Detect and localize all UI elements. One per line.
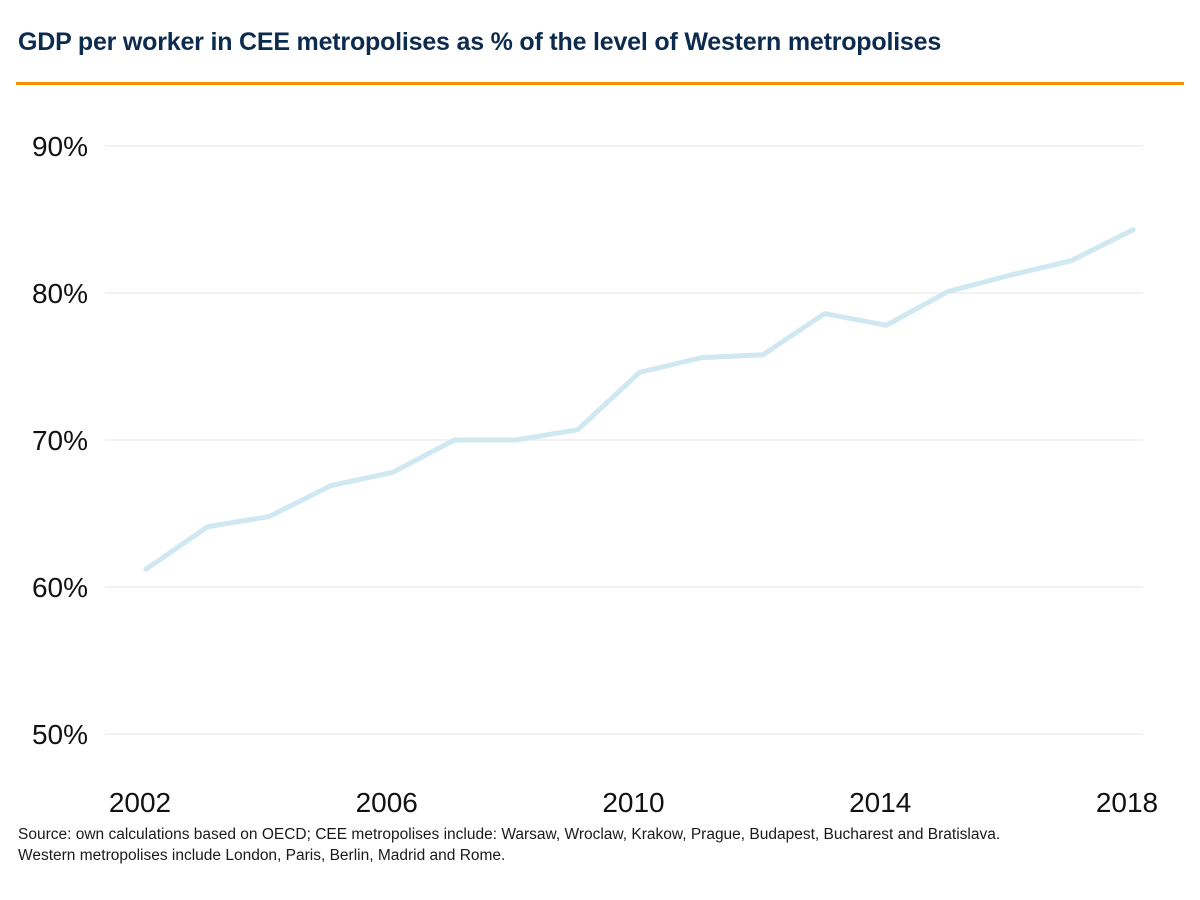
chart-title: GDP per worker in CEE metropolises as % …	[18, 28, 942, 56]
line-chart: 50% 60% 70% 80% 90% 2002 2006 2010 2014 2018	[32, 131, 1158, 818]
x-tick-label: 2006	[356, 787, 418, 818]
y-tick-label: 70%	[32, 425, 88, 456]
source-line-2: Western metropolises include London, Par…	[18, 847, 506, 864]
y-tick-label: 60%	[32, 572, 88, 603]
x-tick-label: 2014	[849, 787, 911, 818]
y-tick-label: 90%	[32, 131, 88, 162]
x-tick-label: 2002	[109, 787, 171, 818]
y-tick-label: 50%	[32, 719, 88, 750]
x-tick-label: 2018	[1096, 787, 1158, 818]
title-divider	[16, 82, 1184, 85]
source-note: Source: own calculations based on OECD; …	[18, 824, 1000, 866]
source-line-1: Source: own calculations based on OECD; …	[18, 826, 1001, 843]
y-tick-label: 80%	[32, 278, 88, 309]
series-line	[143, 227, 1136, 572]
x-tick-label: 2010	[602, 787, 664, 818]
